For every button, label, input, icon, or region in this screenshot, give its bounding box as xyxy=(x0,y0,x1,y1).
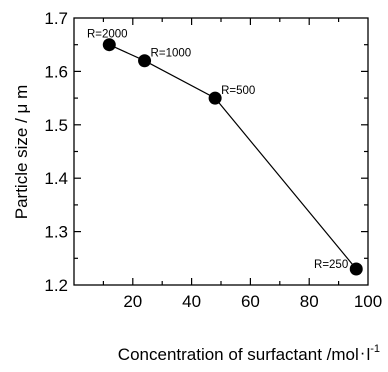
y-tick-label: 1.6 xyxy=(44,62,68,81)
x-tick-label: 80 xyxy=(300,292,319,311)
x-axis-title-unit: l xyxy=(366,345,370,364)
y-axis-title: Particle size / μ m xyxy=(12,85,31,220)
x-axis-title-main: Concentration of surfactant /mol xyxy=(118,345,359,364)
data-point-label: R=500 xyxy=(221,85,255,97)
data-point xyxy=(349,262,363,276)
series-line xyxy=(109,44,357,270)
data-point xyxy=(102,38,116,52)
y-tick-label: 1.5 xyxy=(44,116,68,135)
data-point-label: R=1000 xyxy=(151,48,192,60)
y-tick-label: 1.2 xyxy=(44,276,68,295)
data-point xyxy=(138,54,152,68)
data-point xyxy=(208,91,222,105)
x-tick-label: 60 xyxy=(241,292,260,311)
axis-ticks xyxy=(74,18,368,285)
y-tick-label: 1.3 xyxy=(44,223,68,242)
x-tick-label: 40 xyxy=(182,292,201,311)
x-tick-label: 20 xyxy=(123,292,142,311)
data-point-label: R=2000 xyxy=(87,29,128,41)
x-axis-title: Concentration of surfactant /mol·l-1 xyxy=(118,343,380,364)
data-point-labels: R=2000 R=1000 R=500 R=250 xyxy=(87,29,348,271)
x-axis-title-exponent: -1 xyxy=(370,343,380,355)
x-tick-label: 100 xyxy=(354,292,382,311)
y-tick-label: 1.7 xyxy=(44,9,68,28)
plot-frame xyxy=(73,17,369,286)
x-axis-title-dot: · xyxy=(360,343,366,362)
data-points xyxy=(102,38,363,276)
data-point-label: R=250 xyxy=(314,259,348,271)
axis-tick-labels: 20 40 60 80 100 1.2 1.3 1.4 1.5 1.6 1.7 xyxy=(44,9,382,311)
y-tick-label: 1.4 xyxy=(44,169,68,188)
